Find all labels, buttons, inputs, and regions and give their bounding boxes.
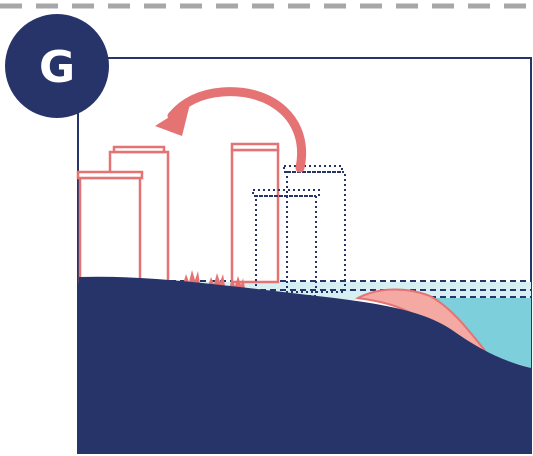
former-building-back <box>286 171 346 293</box>
panel-letter: G <box>39 42 75 93</box>
building-tall-left-roof <box>112 145 166 154</box>
building-short-left-roof <box>76 170 144 180</box>
panel-letter-badge: G <box>5 14 109 118</box>
grass-tuft-icon <box>183 270 245 288</box>
former-building-back-roof <box>283 165 343 173</box>
curved-arrow-left-icon <box>155 87 306 173</box>
building-short-left <box>78 176 142 284</box>
building-center-roof <box>230 142 280 152</box>
ground-profile <box>79 276 531 452</box>
